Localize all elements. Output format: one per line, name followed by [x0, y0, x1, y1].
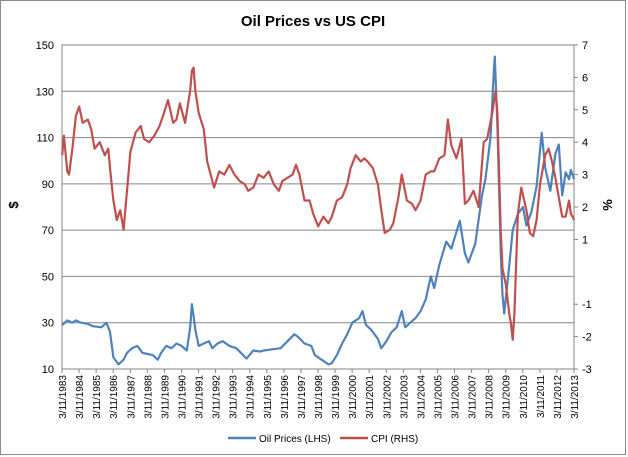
right-tick-label: 7 [582, 40, 588, 52]
x-tick-label: 3/11/2013 [570, 375, 581, 419]
left-tick-label: 90 [42, 179, 54, 191]
right-tick-label: 3 [582, 170, 588, 182]
x-tick-label: 3/11/1989 [160, 375, 171, 419]
x-tick-label: 3/11/1994 [246, 375, 257, 419]
right-tick-label: 1 [582, 234, 588, 246]
x-tick-label: 3/11/1997 [297, 375, 308, 419]
x-tick-label: 3/11/1986 [109, 375, 120, 419]
right-tick-label: 4 [582, 137, 588, 149]
right-tick-label: 6 [582, 72, 588, 84]
x-tick-label: 3/11/1990 [177, 375, 188, 419]
left-tick-label: 50 [42, 271, 54, 283]
x-tick-label: 3/11/1999 [331, 375, 342, 419]
right-axis-ticks: -3 -2 -1 1 2 3 4 5 6 7 [574, 40, 592, 376]
x-tick-label: 3/11/2002 [382, 375, 393, 419]
x-tick-label: 3/11/1992 [212, 375, 223, 419]
right-tick-label: -1 [582, 299, 592, 311]
x-tick-label: 3/11/2008 [485, 375, 496, 419]
x-tick-label: 3/11/2012 [553, 375, 564, 419]
series-layer [61, 55, 576, 366]
oil-price-line [61, 55, 576, 366]
left-axis-label: $ [6, 201, 21, 209]
x-tick-label: 3/11/2001 [365, 375, 376, 419]
x-axis-ticks: 3/11/1983 3/11/1984 3/11/1985 3/11/1986 3/11… [58, 369, 581, 419]
x-tick-label: 3/11/2000 [348, 375, 359, 419]
x-tick-label: 3/11/1984 [75, 375, 86, 419]
right-axis-label: % [600, 199, 615, 211]
x-tick-label: 3/11/2003 [399, 375, 410, 419]
right-tick-label: 2 [582, 202, 588, 214]
x-tick-label: 3/11/1991 [195, 375, 206, 419]
right-tick-label: 5 [582, 105, 588, 117]
x-tick-label: 3/11/2005 [433, 375, 444, 419]
x-tick-label: 3/11/2007 [468, 375, 479, 419]
x-tick-label: 3/11/1988 [143, 375, 154, 419]
left-tick-label: 130 [36, 86, 54, 98]
x-tick-label: 3/11/2006 [451, 375, 462, 419]
x-tick-label: 3/11/1987 [126, 375, 137, 419]
chart-title: Oil Prices vs US CPI [241, 13, 385, 30]
cpi-line [61, 66, 576, 341]
x-tick-label: 3/11/1985 [92, 375, 103, 419]
right-tick-label: -3 [582, 364, 592, 376]
legend-label-cpi: CPI (RHS) [371, 434, 418, 445]
right-tick-label: -2 [582, 332, 592, 344]
legend: Oil Prices (LHS) CPI (RHS) [228, 434, 418, 445]
x-tick-label: 3/11/1996 [280, 375, 291, 419]
left-tick-label: 150 [36, 40, 54, 52]
x-tick-label: 3/11/2009 [502, 375, 513, 419]
x-tick-label: 3/11/2004 [416, 375, 427, 419]
left-tick-label: 10 [42, 364, 54, 376]
left-axis-ticks: 10 30 50 70 90 110 130 150 [36, 40, 54, 376]
left-tick-label: 30 [42, 318, 54, 330]
left-tick-label: 110 [36, 133, 54, 145]
x-tick-label: 3/11/1995 [263, 375, 274, 419]
x-tick-label: 3/11/1983 [58, 375, 69, 419]
x-tick-label: 3/11/1993 [229, 375, 240, 419]
legend-label-oil: Oil Prices (LHS) [259, 434, 331, 445]
x-tick-label: 3/11/1998 [314, 375, 325, 419]
x-tick-label: 3/11/2011 [536, 375, 547, 418]
x-tick-label: 3/11/2010 [519, 375, 530, 419]
left-tick-label: 70 [42, 225, 54, 237]
